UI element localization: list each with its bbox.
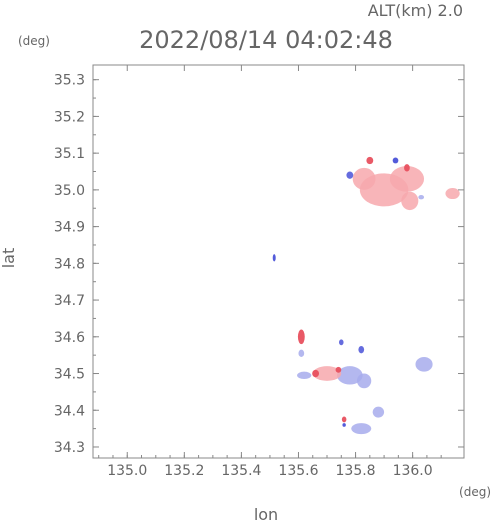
echo-region-south-cluster — [335, 366, 342, 373]
y-tick-label: 34.8 — [54, 256, 85, 272]
echo-region-south-cluster — [337, 366, 363, 385]
chart-title-datetime: 2022/08/14 04:02:48 — [139, 26, 393, 54]
altitude-label: ALT(km) 2.0 — [368, 1, 463, 20]
y-tick-label: 35.2 — [54, 109, 85, 125]
x-axis-ticks: 135.0 135.2 135.4 135.6 135.8 136.0 — [98, 65, 442, 479]
y-tick-label: 35.3 — [54, 73, 85, 89]
echo-region-south-east-cluster — [341, 416, 347, 423]
echo-region-north-east-cluster — [359, 173, 409, 207]
y-tick-label: 34.9 — [54, 220, 85, 236]
echo-region-south-east-cluster — [372, 406, 385, 418]
echo-region-east-echo — [415, 356, 433, 372]
echo-region-north-east-cluster — [445, 188, 460, 200]
y-tick-label: 35.1 — [54, 146, 85, 162]
y-axis-ticks: 34.3 34.4 34.5 34.6 34.7 34.8 34.9 35.0 35.1 35.2… — [54, 73, 464, 456]
x-tick-label: 135.4 — [221, 463, 261, 479]
echo-region-north-east-cluster — [404, 164, 410, 172]
echo-region-south-cluster — [358, 345, 365, 354]
echo-region-south-cluster — [356, 373, 372, 389]
echo-region-south-cluster — [297, 329, 305, 345]
x-tick-label: 135.8 — [336, 463, 376, 479]
y-tick-label: 34.5 — [54, 367, 85, 383]
echo-region-south-east-cluster — [342, 423, 346, 427]
echo-region-south-cluster — [312, 366, 342, 381]
y-tick-label: 34.4 — [54, 403, 85, 419]
echo-region-north-east-cluster — [346, 171, 354, 179]
echo-region-north-east-cluster — [366, 156, 374, 165]
x-axis-label: lon — [254, 505, 278, 521]
echo-region-north-east-cluster — [392, 157, 399, 164]
x-tick-label: 135.6 — [278, 463, 318, 479]
x-tick-label: 136.0 — [393, 463, 433, 479]
echo-region-south-cluster — [312, 369, 320, 378]
x-tick-label: 135.2 — [164, 463, 204, 479]
x-tick-label: 135.0 — [107, 463, 147, 479]
x-unit-label: (deg) — [459, 485, 491, 499]
y-unit-label: (deg) — [18, 34, 50, 48]
echo-region-isolated-echo — [272, 254, 276, 262]
echo-region-south-cluster — [339, 339, 344, 346]
y-tick-label: 35.0 — [54, 183, 85, 199]
echo-region-south-cluster — [297, 371, 312, 380]
y-tick-label: 34.7 — [54, 293, 85, 309]
echo-region-south-cluster — [298, 349, 305, 357]
y-tick-label: 34.3 — [54, 440, 85, 456]
echo-region-north-east-cluster — [418, 195, 425, 200]
plot-frame — [92, 64, 465, 459]
plot-area: 135.0 135.2 135.4 135.6 135.8 136.0 34.334.43… — [54, 64, 465, 479]
echo-region-south-east-cluster — [351, 423, 372, 435]
radar-echo-layer — [272, 156, 460, 435]
y-tick-label: 34.6 — [54, 330, 85, 346]
y-axis-label: lat — [0, 248, 18, 269]
